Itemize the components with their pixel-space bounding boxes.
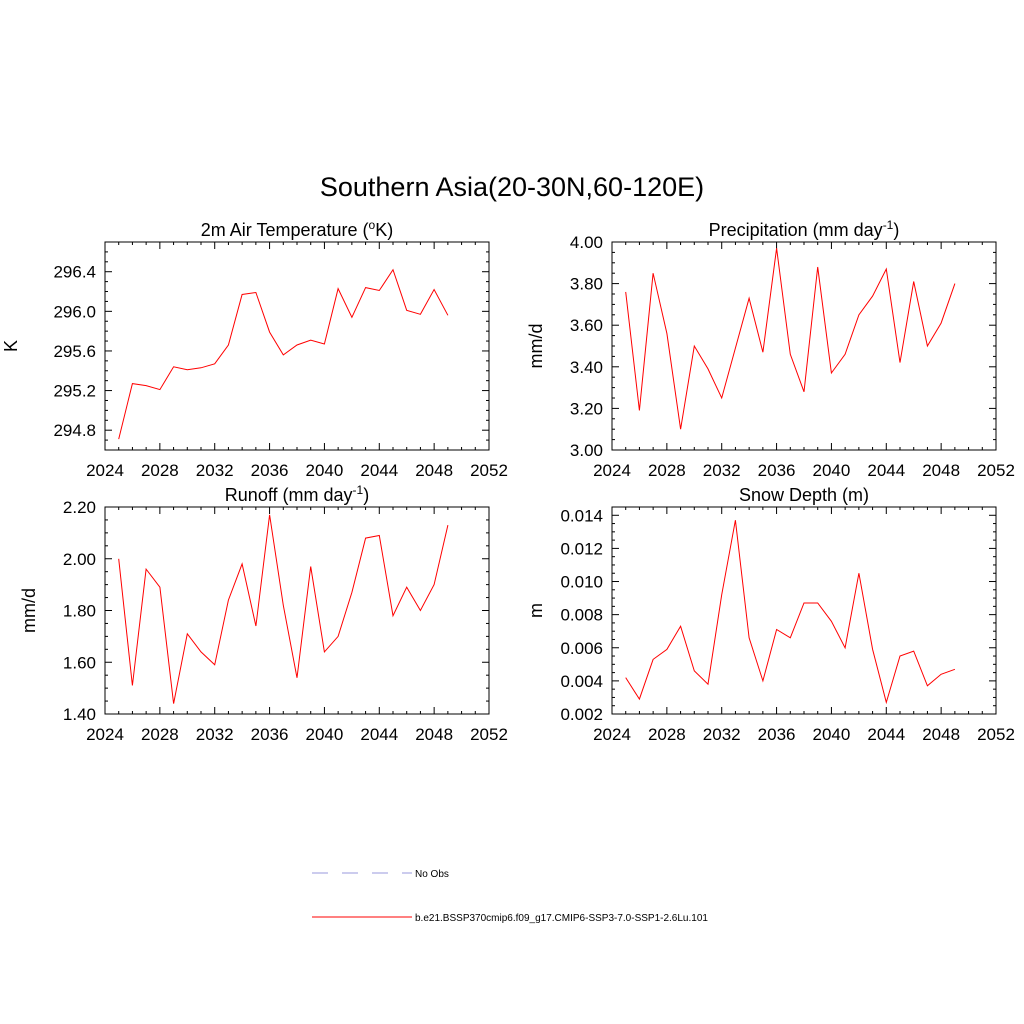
panel-title-sup: -1 (883, 218, 894, 232)
series-line (625, 520, 956, 705)
y-tick-label: 1.80 (63, 602, 96, 621)
panel-1: 2024 2028 2032 2036 2040 2044 2048 2052 294.8 295… (1, 218, 508, 480)
series-line (118, 514, 449, 704)
y-tick-label: 4.00 (570, 233, 603, 252)
x-tick-label: 2044 (360, 725, 398, 744)
y-tick-label: 294.8 (53, 421, 96, 440)
x-tick-label: 2052 (470, 461, 508, 480)
legend-item-model: b.e21.BSSP370cmip6.f09_g17.CMIP6-SSP3-7.… (312, 913, 708, 924)
x-tick-label: 2040 (813, 725, 851, 744)
legend-label-model: b.e21.BSSP370cmip6.f09_g17.CMIP6-SSP3-7.… (415, 913, 708, 924)
x-tick-label: 2036 (758, 725, 796, 744)
y-axis-label: mm/d (526, 324, 546, 369)
x-tick-label: 2040 (306, 461, 344, 480)
x-tick-label: 2028 (648, 461, 686, 480)
y-tick-label: 1.40 (63, 705, 96, 724)
x-tick-label: 2032 (703, 725, 741, 744)
y-tick-label: 0.008 (560, 606, 603, 625)
y-axis-label: mm/d (19, 588, 39, 633)
panels: 2024 2028 2032 2036 2040 2044 2048 2052 294.8 295… (1, 218, 1015, 744)
y-tick-label: 3.40 (570, 358, 603, 377)
panel-title: Snow Depth (m) (739, 485, 869, 505)
panel-title: Runoff (mm day-1) (225, 483, 369, 505)
panel-title-text: Snow Depth (m) (739, 485, 869, 505)
x-tick-label: 2052 (977, 461, 1015, 480)
panel-title-sup: -1 (353, 483, 364, 497)
plot-frame (104, 241, 490, 451)
x-tick-label: 2044 (360, 461, 398, 480)
y-tick-label: 1.60 (63, 653, 96, 672)
y-tick-label: 0.010 (560, 573, 603, 592)
x-tick-label: 2052 (470, 725, 508, 744)
y-tick-label: 295.2 (53, 382, 96, 401)
y-tick-label: 296.0 (53, 302, 96, 321)
panel-4: 2024 2028 2032 2036 2040 2044 2048 2052 0.002 0.0… (526, 485, 1015, 744)
x-tick-label: 2044 (867, 725, 905, 744)
x-tick-label: 2036 (251, 725, 289, 744)
panel-title-text: Precipitation (mm day (709, 220, 883, 240)
x-tick-label: 2032 (703, 461, 741, 480)
x-tick-label: 2048 (415, 725, 453, 744)
y-tick-label: 2.00 (63, 550, 96, 569)
panel-2: 2024 2028 2032 2036 2040 2044 2048 2052 3.00 3.20… (526, 218, 1015, 480)
panel-title: Precipitation (mm day-1) (709, 218, 900, 240)
panel-title-tail: ) (893, 220, 899, 240)
series-line (118, 268, 449, 440)
y-tick-label: 0.014 (560, 506, 603, 525)
legend-item-no-obs: No Obs (312, 869, 449, 880)
panel-title-text: Runoff (mm day (225, 485, 353, 505)
panel-title-tail: ) (363, 485, 369, 505)
y-tick-label: 3.60 (570, 316, 603, 335)
x-tick-label: 2032 (196, 461, 234, 480)
y-axis-label: K (1, 340, 21, 352)
panel-title-sup: o (369, 218, 376, 232)
legend: No Obs b.e21.BSSP370cmip6.f09_g17.CMIP6-… (312, 869, 708, 924)
x-tick-label: 2028 (141, 725, 179, 744)
x-tick-label: 2024 (86, 461, 124, 480)
y-tick-label: 0.002 (560, 705, 603, 724)
x-tick-label: 2032 (196, 725, 234, 744)
y-axis-label: m (526, 603, 546, 618)
y-tick-label: 3.00 (570, 441, 603, 460)
y-tick-label: 0.012 (560, 539, 603, 558)
plot-frame (611, 241, 997, 451)
y-tick-label: 3.80 (570, 275, 603, 294)
x-tick-label: 2036 (758, 461, 796, 480)
x-tick-label: 2048 (922, 725, 960, 744)
x-tick-label: 2040 (813, 461, 851, 480)
x-tick-label: 2024 (86, 725, 124, 744)
x-tick-label: 2044 (867, 461, 905, 480)
panel-3: 2024 2028 2032 2036 2040 2044 2048 2052 1.40 1.60… (19, 483, 508, 744)
panel-title-tail: K) (375, 220, 393, 240)
panel-title: 2m Air Temperature (oK) (201, 218, 393, 240)
x-tick-label: 2028 (141, 461, 179, 480)
x-tick-label: 2028 (648, 725, 686, 744)
y-tick-label: 2.20 (63, 498, 96, 517)
x-tick-label: 2024 (593, 461, 631, 480)
y-tick-label: 3.20 (570, 399, 603, 418)
series-line (625, 248, 956, 430)
x-tick-label: 2048 (922, 461, 960, 480)
y-tick-label: 295.6 (53, 342, 96, 361)
x-tick-label: 2052 (977, 725, 1015, 744)
y-tick-label: 296.4 (53, 263, 96, 282)
x-tick-label: 2036 (251, 461, 289, 480)
y-tick-label: 0.004 (560, 672, 603, 691)
legend-label-no-obs: No Obs (415, 869, 449, 880)
x-tick-label: 2024 (593, 725, 631, 744)
figure-title: Southern Asia(20-30N,60-120E) (320, 172, 704, 202)
plot-frame (611, 506, 997, 715)
x-tick-label: 2040 (306, 725, 344, 744)
panel-title-text: 2m Air Temperature ( (201, 220, 369, 240)
x-tick-label: 2048 (415, 461, 453, 480)
y-tick-label: 0.006 (560, 639, 603, 658)
